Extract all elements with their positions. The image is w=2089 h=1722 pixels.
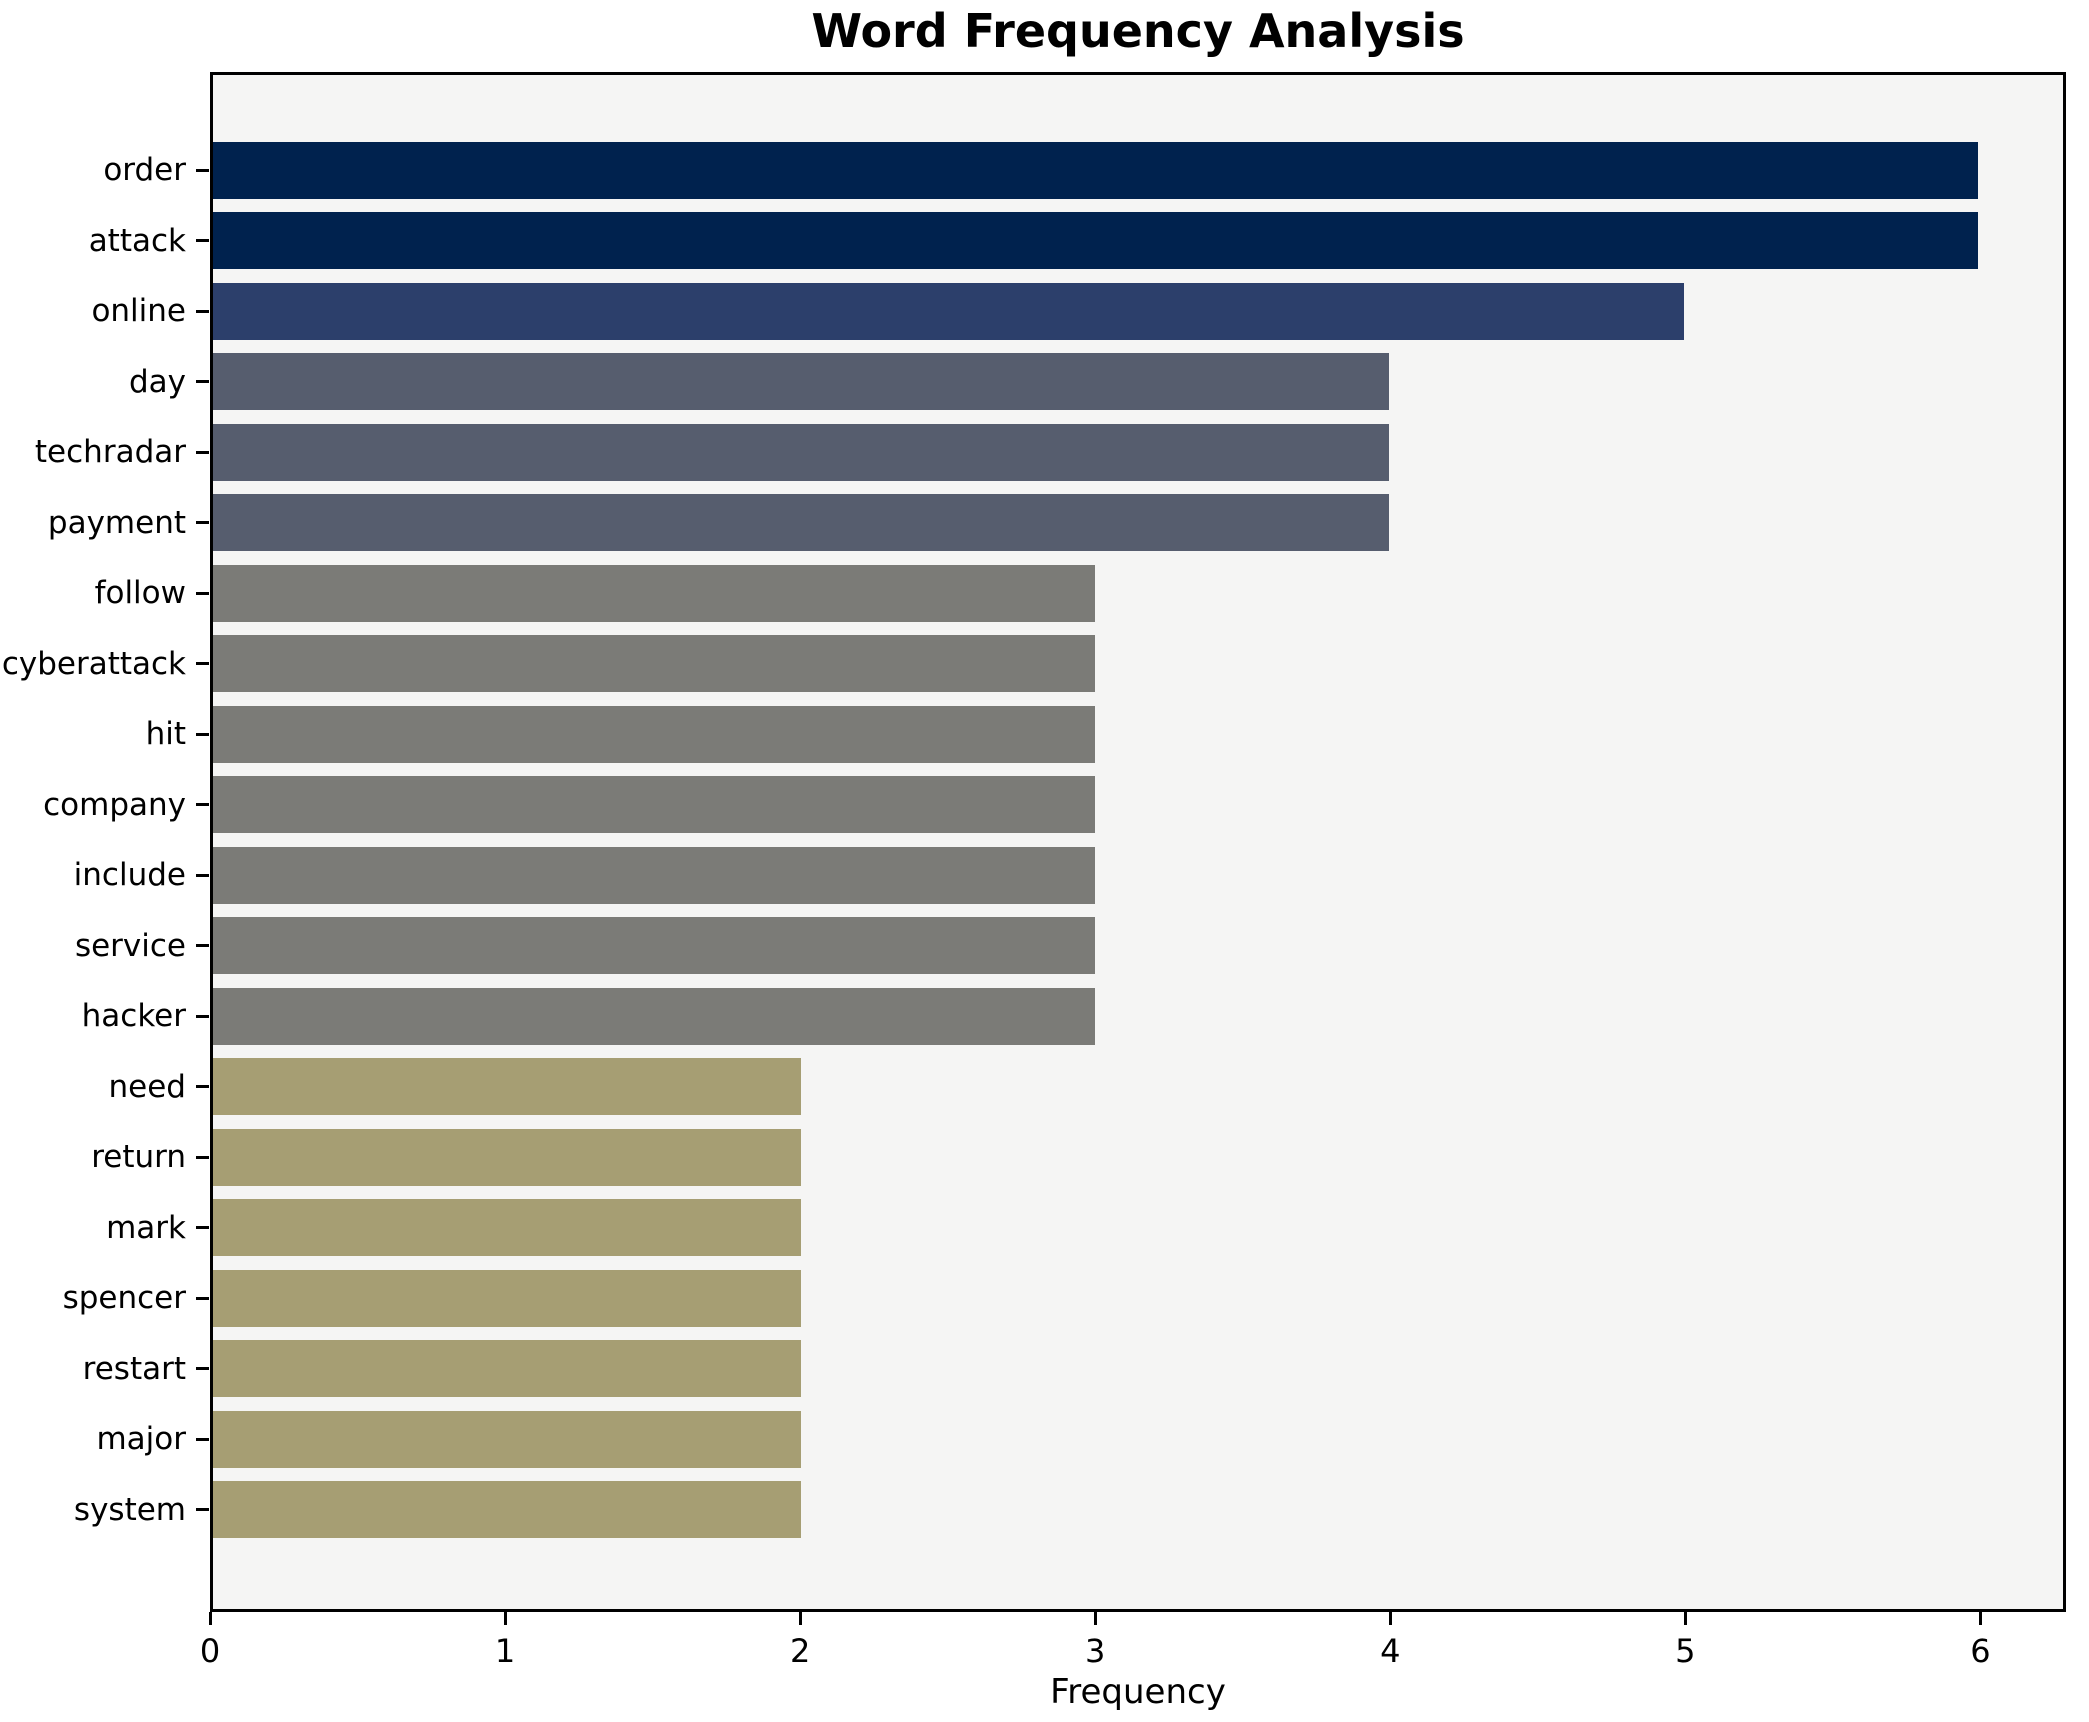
y-tick-mark xyxy=(196,380,209,384)
y-tick-label-spencer: spencer xyxy=(62,1280,186,1317)
y-tick-label-major: major xyxy=(96,1421,186,1458)
y-tick-mark xyxy=(196,591,209,595)
x-tick-mark xyxy=(1683,1612,1687,1625)
y-axis: order attack online day techradar payment foll… xyxy=(0,72,210,1612)
bar-need xyxy=(213,1058,802,1116)
y-tick-mark xyxy=(196,873,209,877)
x-tick-label-2: 2 xyxy=(789,1632,811,1670)
y-tick-mark xyxy=(196,239,209,243)
y-tick-mark xyxy=(196,732,209,736)
bar-include xyxy=(213,846,1096,904)
bar-major xyxy=(213,1410,802,1468)
x-tick-mark xyxy=(503,1612,507,1625)
bar-spencer xyxy=(213,1269,802,1327)
y-tick-label-cyberattack: cyberattack xyxy=(1,645,186,682)
x-tick-mark xyxy=(1978,1612,1982,1625)
y-tick-label-include: include xyxy=(73,857,186,894)
x-tick-mark xyxy=(208,1612,212,1625)
x-tick-label-3: 3 xyxy=(1085,1632,1106,1670)
y-tick-mark xyxy=(196,803,209,807)
y-tick-label-follow: follow xyxy=(94,575,186,612)
y-tick-mark xyxy=(196,450,209,454)
x-axis: 0 1 2 3 4 5 6 xyxy=(0,1612,2089,1722)
y-tick-mark xyxy=(196,1367,209,1371)
y-tick-mark xyxy=(196,662,209,666)
x-tick-label-5: 5 xyxy=(1675,1632,1696,1670)
x-tick-label-4: 4 xyxy=(1380,1632,1401,1670)
y-tick-mark xyxy=(196,168,209,172)
y-tick-label-attack: attack xyxy=(88,222,186,259)
y-tick-mark xyxy=(196,309,209,313)
bar-attack xyxy=(213,212,1978,270)
y-tick-mark xyxy=(196,1437,209,1441)
y-tick-label-system: system xyxy=(73,1491,186,1528)
y-tick-label-order: order xyxy=(103,152,186,189)
y-tick-label-restart: restart xyxy=(82,1350,186,1387)
x-tick-mark xyxy=(1093,1612,1097,1625)
bar-company xyxy=(213,776,1096,834)
y-tick-mark xyxy=(196,1155,209,1159)
y-tick-mark xyxy=(196,1508,209,1512)
bar-order xyxy=(213,141,1978,199)
bar-payment xyxy=(213,494,1390,552)
y-tick-label-service: service xyxy=(74,927,186,964)
chart-title: Word Frequency Analysis xyxy=(811,4,1465,58)
y-tick-label-return: return xyxy=(91,1139,186,1176)
bar-cyberattack xyxy=(213,635,1096,693)
bar-system xyxy=(213,1481,802,1539)
bar-service xyxy=(213,917,1096,975)
bar-hacker xyxy=(213,987,1096,1045)
y-tick-label-online: online xyxy=(91,293,186,330)
bar-follow xyxy=(213,564,1096,622)
bar-techradar xyxy=(213,423,1390,481)
y-tick-label-hacker: hacker xyxy=(81,998,186,1035)
bar-hit xyxy=(213,705,1096,763)
y-tick-label-payment: payment xyxy=(47,504,186,541)
y-tick-mark xyxy=(196,1226,209,1230)
y-tick-mark xyxy=(196,1014,209,1018)
y-tick-label-hit: hit xyxy=(145,716,186,753)
y-tick-label-techradar: techradar xyxy=(34,434,186,471)
bar-return xyxy=(213,1128,802,1186)
y-tick-label-company: company xyxy=(43,786,186,823)
y-tick-mark xyxy=(196,944,209,948)
bar-mark xyxy=(213,1199,802,1257)
plot-area xyxy=(210,72,2066,1612)
bar-restart xyxy=(213,1340,802,1398)
x-tick-label-1: 1 xyxy=(494,1632,516,1670)
y-tick-mark xyxy=(196,1296,209,1300)
bar-online xyxy=(213,282,1684,340)
y-tick-mark xyxy=(196,1085,209,1089)
y-tick-label-day: day xyxy=(128,363,186,400)
y-tick-label-need: need xyxy=(108,1068,186,1105)
y-tick-mark xyxy=(196,521,209,525)
x-tick-label-0: 0 xyxy=(199,1632,221,1670)
x-tick-mark xyxy=(1388,1612,1392,1625)
y-tick-label-mark: mark xyxy=(106,1209,186,1246)
bar-day xyxy=(213,353,1390,411)
x-axis-label: Frequency xyxy=(1050,1672,1226,1712)
x-tick-mark xyxy=(798,1612,802,1625)
x-tick-label-6: 6 xyxy=(1970,1632,1991,1670)
